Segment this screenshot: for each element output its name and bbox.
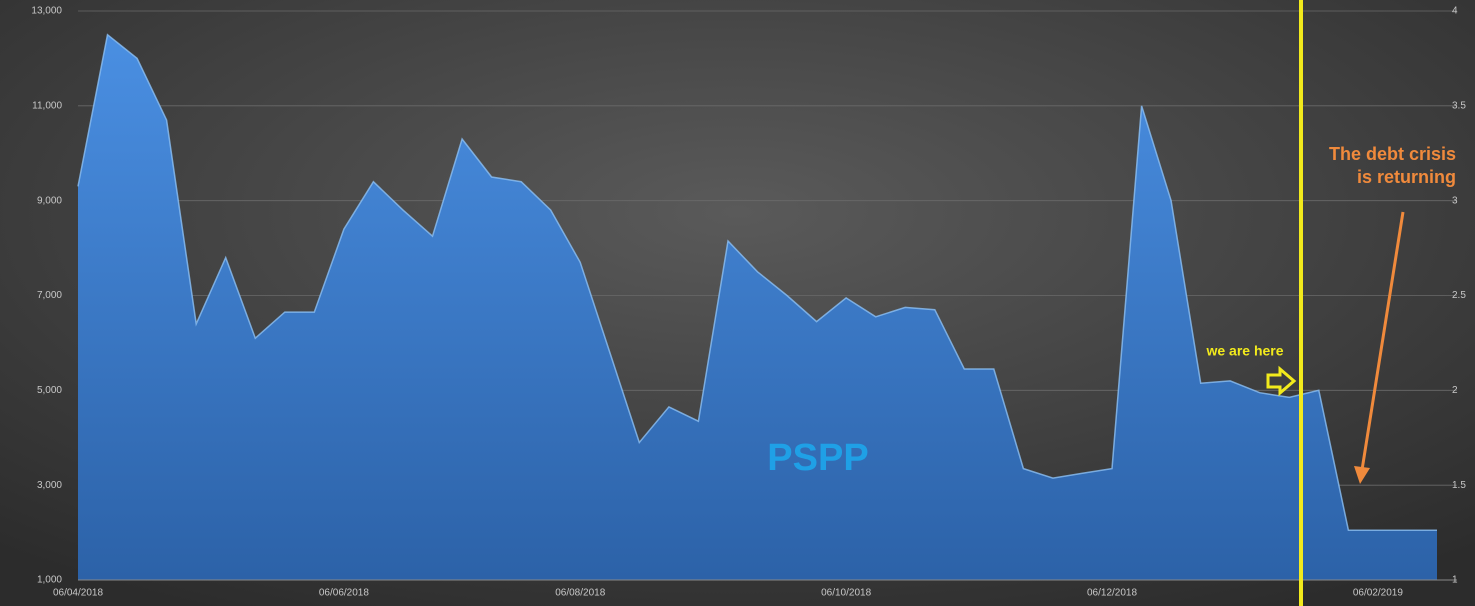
x-tick-label: 06/10/2018 xyxy=(821,588,871,599)
series-label: PSPP xyxy=(767,437,868,479)
marker-label: we are here xyxy=(1205,343,1283,359)
y2-tick-label: 1.5 xyxy=(1452,480,1466,491)
callout-arrow xyxy=(1360,211,1405,471)
y-tick-label: 13,000 xyxy=(31,6,62,17)
y-tick-label: 11,000 xyxy=(32,100,62,111)
y-tick-label: 5,000 xyxy=(37,385,62,396)
x-tick-label: 06/06/2018 xyxy=(319,588,369,599)
plot xyxy=(77,33,1457,581)
y-tick-label: 1,000 xyxy=(37,575,62,586)
y2-tick-label: 3.5 xyxy=(1452,100,1466,111)
area-edge xyxy=(77,33,1437,531)
y2-tick-label: 3 xyxy=(1452,195,1458,206)
y-tick-label: 7,000 xyxy=(37,290,62,301)
area xyxy=(78,34,1437,580)
callout-arrowhead xyxy=(1354,466,1370,484)
y2-tick-label: 4 xyxy=(1452,6,1458,17)
x-tick-label: 06/04/2018 xyxy=(53,588,103,599)
y2-tick-label: 2 xyxy=(1452,385,1458,396)
y2-tick-label: 1 xyxy=(1452,575,1458,586)
callout-line: is returning xyxy=(1357,167,1456,187)
marker-arrow xyxy=(1266,365,1297,397)
callout-line: The debt crisis xyxy=(1329,144,1456,164)
x-tick-label: 06/08/2018 xyxy=(555,588,605,599)
y2-tick-label: 2.5 xyxy=(1452,290,1466,301)
y-tick-label: 3,000 xyxy=(37,480,62,491)
y-tick-label: 9,000 xyxy=(37,195,62,206)
axis-labels: 1,000 3,000 5,000 7,000 9,000 11,000 13,000 1 1.… xyxy=(31,6,1466,599)
x-tick-label: 06/02/2019 xyxy=(1353,588,1403,599)
x-tick-label: 06/12/2018 xyxy=(1087,588,1137,599)
